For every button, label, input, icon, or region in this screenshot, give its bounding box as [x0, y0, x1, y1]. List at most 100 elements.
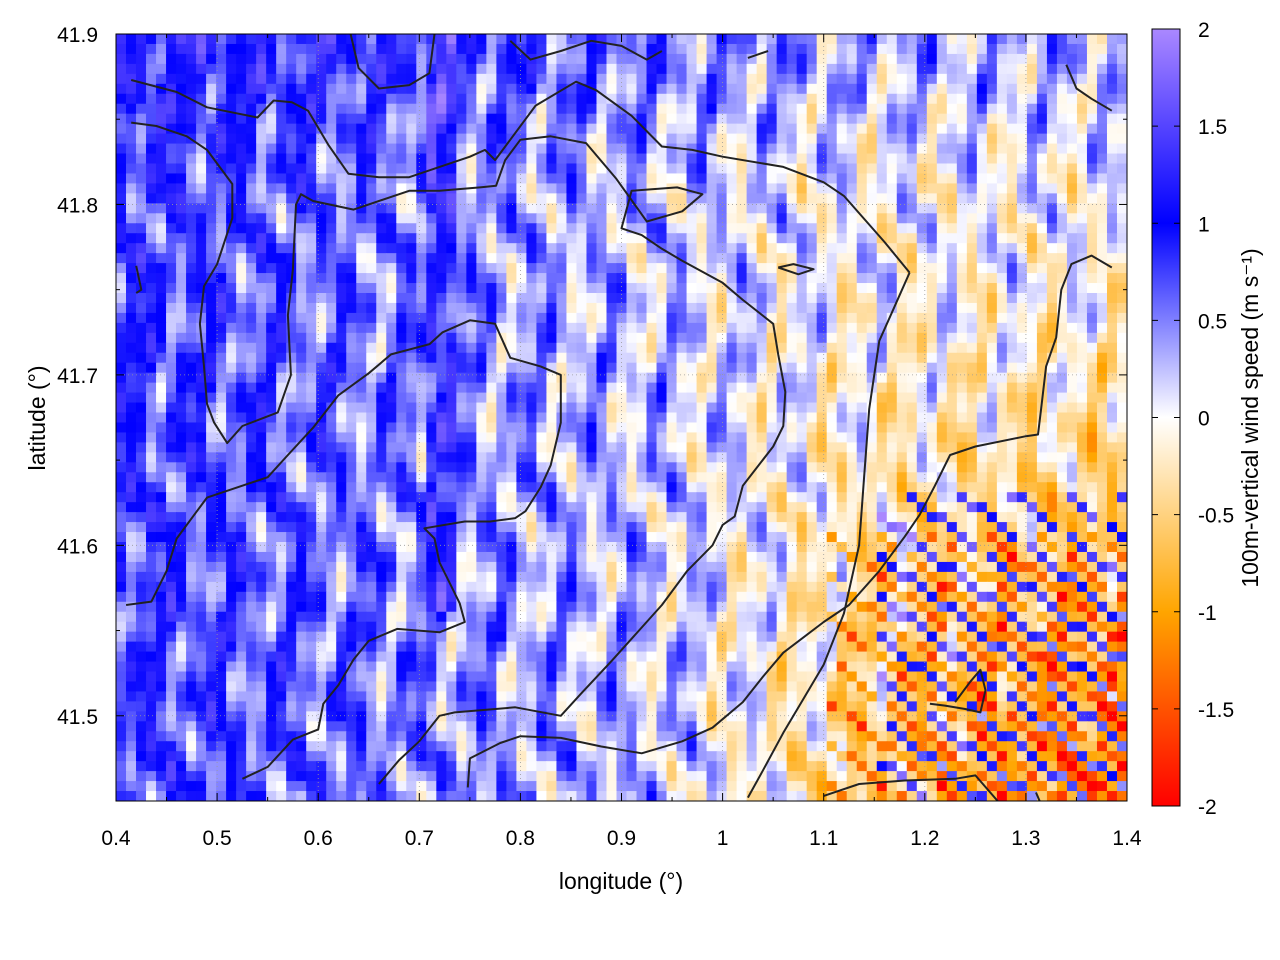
heatmap-cell: [1096, 253, 1108, 264]
heatmap-cell: [166, 452, 177, 463]
heatmap-cell: [1056, 322, 1068, 334]
heatmap-cell: [1026, 223, 1038, 234]
heatmap-cell: [676, 502, 688, 513]
heatmap-cell: [926, 153, 938, 165]
heatmap-cell: [406, 382, 417, 394]
heatmap-cell: [526, 263, 538, 274]
heatmap-cell: [1036, 292, 1048, 304]
heatmap-cell: [206, 422, 217, 434]
heatmap-cell: [816, 492, 828, 503]
heatmap-cell: [476, 512, 487, 523]
heatmap-cell: [246, 203, 257, 214]
heatmap-cell: [246, 382, 257, 394]
heatmap-cell: [1006, 412, 1018, 424]
heatmap-cell: [1036, 462, 1048, 473]
heatmap-cell: [1096, 83, 1108, 95]
heatmap-cell: [116, 442, 127, 453]
heatmap-cell: [936, 432, 948, 443]
heatmap-cell: [226, 283, 237, 294]
heatmap-cell: [856, 43, 868, 55]
heatmap-cell: [816, 243, 828, 254]
heatmap-cell: [276, 283, 287, 294]
heatmap-cell: [556, 34, 568, 45]
heatmap-cell: [396, 223, 407, 234]
heatmap-cell: [696, 402, 708, 414]
heatmap-cell: [486, 93, 497, 105]
heatmap-cell: [866, 392, 878, 404]
heatmap-cell: [516, 143, 528, 155]
heatmap-cell: [416, 472, 427, 483]
heatmap-cell: [626, 292, 638, 304]
heatmap-cell: [856, 53, 868, 65]
heatmap-cell: [516, 392, 528, 404]
heatmap-cell: [496, 223, 507, 234]
heatmap-cell: [526, 442, 538, 453]
heatmap-cell: [976, 502, 988, 513]
heatmap-cell: [1046, 502, 1058, 513]
heatmap-cell: [196, 492, 207, 503]
heatmap-cell: [236, 223, 247, 234]
heatmap-cell: [566, 332, 578, 344]
heatmap-cell: [326, 512, 337, 523]
heatmap-cell: [276, 302, 287, 314]
heatmap-cell: [636, 512, 648, 523]
heatmap-cell: [306, 113, 317, 125]
heatmap-cell: [596, 472, 608, 483]
heatmap-cell: [996, 83, 1008, 95]
heatmap-cell: [1046, 472, 1058, 483]
heatmap-cell: [466, 63, 477, 75]
heatmap-cell: [696, 432, 708, 443]
heatmap-cell: [376, 173, 387, 185]
heatmap-cell: [1006, 482, 1018, 493]
heatmap-cell: [356, 183, 367, 194]
heatmap-cell: [886, 332, 898, 344]
heatmap-cell: [486, 223, 497, 234]
heatmap-cell: [136, 442, 147, 453]
heatmap-cell: [276, 452, 287, 463]
heatmap-cell: [276, 183, 287, 194]
heatmap-cell: [956, 113, 968, 125]
heatmap-cell: [906, 372, 918, 384]
heatmap-cell: [646, 362, 658, 374]
heatmap-cell: [1016, 412, 1028, 424]
heatmap-cell: [796, 302, 808, 314]
heatmap-cell: [566, 372, 578, 384]
heatmap-cell: [116, 432, 127, 443]
heatmap-cell: [946, 432, 958, 443]
heatmap-cell: [1026, 34, 1038, 45]
heatmap-cell: [216, 213, 227, 224]
heatmap-cell: [636, 442, 648, 453]
heatmap-cell: [506, 372, 517, 384]
heatmap-cell: [336, 492, 347, 503]
heatmap-cell: [386, 53, 397, 65]
heatmap-cell: [706, 103, 718, 115]
heatmap-cell: [206, 382, 217, 394]
heatmap-cell: [656, 352, 668, 364]
heatmap-cell: [676, 402, 688, 414]
heatmap-cell: [1046, 143, 1058, 155]
heatmap-cell: [1086, 183, 1098, 194]
heatmap-cell: [176, 512, 187, 523]
heatmap-cell: [1076, 263, 1088, 274]
heatmap-cell: [376, 273, 387, 284]
heatmap-cell: [436, 292, 447, 304]
heatmap-cell: [806, 63, 818, 75]
heatmap-cell: [986, 302, 998, 314]
heatmap-cell: [156, 362, 167, 374]
heatmap-cell: [146, 93, 157, 105]
heatmap-cell: [326, 283, 337, 294]
heatmap-cell: [126, 233, 137, 244]
heatmap-cell: [1116, 153, 1127, 165]
heatmap-cell: [346, 213, 357, 224]
heatmap-cell: [516, 432, 528, 443]
heatmap-cell: [826, 233, 838, 244]
heatmap-cell: [926, 243, 938, 254]
heatmap-cell: [566, 203, 578, 214]
heatmap-cell: [986, 203, 998, 214]
heatmap-cell: [596, 492, 608, 503]
heatmap-cell: [1046, 34, 1058, 45]
heatmap-cell: [906, 402, 918, 414]
heatmap-cell: [916, 482, 928, 493]
heatmap-cell: [466, 342, 477, 354]
heatmap-cell: [406, 213, 417, 224]
